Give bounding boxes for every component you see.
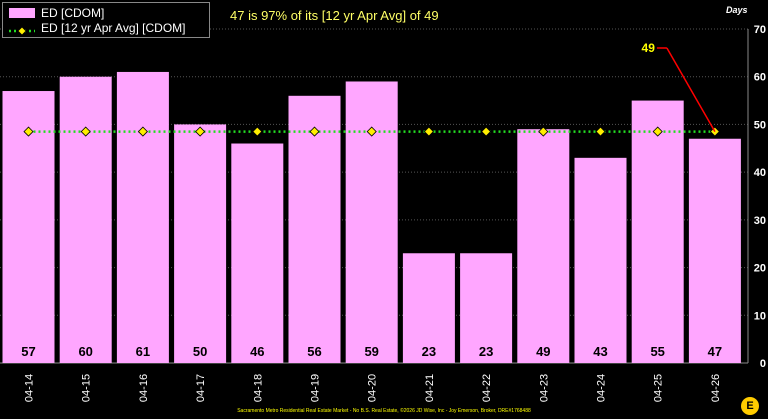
bar-value-label: 49 — [536, 344, 550, 359]
footer-credit: Sacramento Metro Residential Real Estate… — [0, 408, 768, 414]
legend-label-bar: ED [CDOM] — [41, 6, 104, 20]
bar — [689, 139, 741, 363]
y-tick-label: 30 — [754, 215, 766, 227]
x-tick-label: 04-15 — [81, 374, 93, 402]
bar-value-label: 47 — [708, 344, 722, 359]
x-tick-label: 04-14 — [24, 374, 36, 402]
legend-item-line: ED [12 yr Apr Avg] [CDOM] — [9, 21, 186, 35]
legend-label-line: ED [12 yr Apr Avg] [CDOM] — [41, 21, 186, 35]
bar-value-label: 60 — [78, 344, 92, 359]
x-tick-label: 04-23 — [538, 374, 550, 402]
average-marker — [596, 127, 605, 136]
y-tick-label: 0 — [760, 358, 766, 370]
x-tick-label: 04-22 — [481, 374, 493, 402]
bar — [575, 158, 627, 363]
x-tick-labels: 04-14 04-15 04-16 04-17 04-18 04-19 04-20 04-21… — [24, 374, 722, 402]
legend: ED [CDOM] ED [12 yr Apr Avg] [CDOM] — [2, 2, 210, 38]
y-tick-label: 40 — [754, 167, 766, 179]
bar-value-label: 23 — [479, 344, 493, 359]
bar-value-label: 56 — [307, 344, 321, 359]
legend-swatch-bar — [9, 8, 35, 18]
bar — [117, 72, 169, 363]
x-tick-label: 04-24 — [596, 374, 608, 402]
legend-item-bar: ED [CDOM] — [9, 6, 104, 20]
bar-value-label: 50 — [193, 344, 207, 359]
callout-label: 49 — [642, 41, 656, 55]
average-marker — [482, 127, 491, 136]
bar-value-label: 23 — [422, 344, 436, 359]
headline: 47 is 97% of its [12 yr Apr Avg] of 49 — [230, 8, 439, 23]
bar — [60, 77, 112, 363]
x-tick-label: 04-25 — [653, 374, 665, 402]
y-tick-label: 10 — [754, 310, 766, 322]
bar-value-label: 46 — [250, 344, 264, 359]
x-tick-label: 04-18 — [252, 374, 264, 402]
y-tick-label: 60 — [754, 72, 766, 84]
y-tick-labels: 0 10 20 30 40 50 60 70 — [754, 24, 766, 370]
average-marker — [253, 127, 262, 136]
average-marker — [424, 127, 433, 136]
brand-logo: E — [741, 397, 759, 415]
bar — [231, 144, 283, 363]
bar-value-label: 59 — [364, 344, 378, 359]
bar-value-label: 57 — [21, 344, 35, 359]
bar-value-label: 61 — [136, 344, 150, 359]
y-tick-label: 20 — [754, 263, 766, 275]
y-axis-label: Days — [726, 5, 748, 15]
x-tick-label: 04-19 — [310, 374, 322, 402]
y-tick-label: 50 — [754, 119, 766, 131]
bar — [517, 129, 569, 363]
x-tick-label: 04-21 — [424, 374, 436, 402]
x-tick-label: 04-17 — [195, 374, 207, 402]
bar-value-label: 43 — [593, 344, 607, 359]
bar — [346, 81, 398, 363]
legend-swatch-line — [9, 23, 35, 33]
x-tick-label: 04-26 — [710, 374, 722, 402]
bar — [174, 124, 226, 363]
x-tick-label: 04-20 — [367, 374, 379, 402]
bar-value-label: 55 — [650, 344, 664, 359]
bar — [632, 101, 684, 363]
bars — [3, 72, 741, 363]
x-tick-label: 04-16 — [138, 374, 150, 402]
y-tick-label: 70 — [754, 24, 766, 36]
